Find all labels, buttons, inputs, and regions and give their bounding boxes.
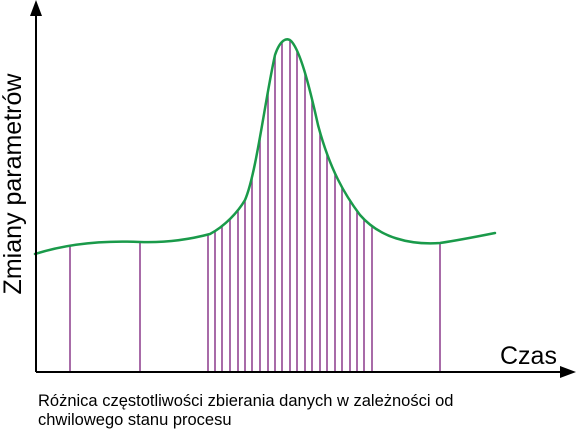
sampling-lines (69, 40, 441, 372)
process-curve (33, 38, 497, 256)
axes (30, 0, 576, 378)
x-axis-label: Czas (500, 342, 557, 370)
y-axis-arrowhead (30, 0, 42, 16)
y-axis-label: Zmiany parametrów (0, 73, 27, 295)
x-axis-arrowhead (560, 366, 576, 378)
caption-line-1: Różnica częstotliwości zbierania danych … (38, 392, 454, 410)
caption-line-2: chwilowego stanu procesu (38, 411, 232, 429)
caption: Różnica częstotliwości zbierania danych … (38, 392, 568, 430)
